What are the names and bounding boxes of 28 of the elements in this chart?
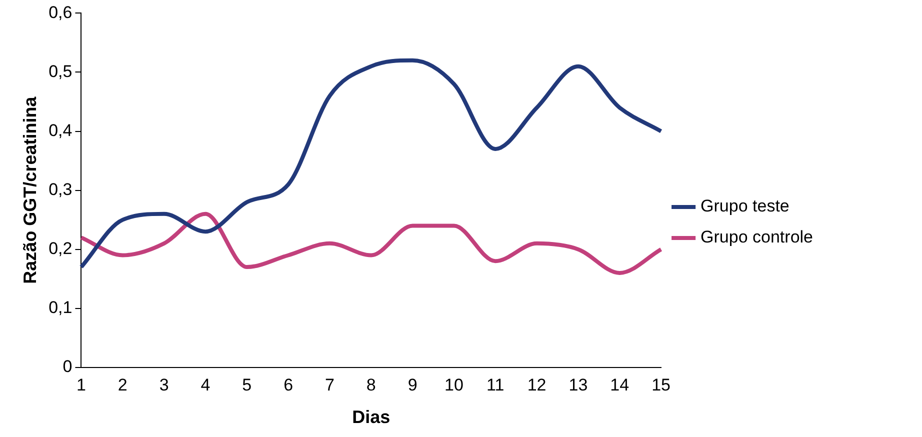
legend-label: Grupo controle	[700, 228, 813, 247]
x-tick-label: 3	[159, 376, 169, 395]
y-tick-label: 0	[62, 357, 72, 376]
x-tick-label: 2	[118, 376, 128, 395]
x-tick-label: 4	[200, 376, 210, 395]
x-tick-label: 1	[76, 376, 86, 395]
x-tick-label: 9	[408, 376, 418, 395]
x-tick-label: 12	[527, 376, 546, 395]
x-tick-label: 5	[242, 376, 252, 395]
x-tick-label: 6	[284, 376, 294, 395]
x-tick-label: 13	[568, 376, 588, 395]
x-tick-label: 10	[444, 376, 464, 395]
y-tick-label: 0,6	[48, 2, 72, 22]
y-tick-label: 0,5	[48, 62, 72, 81]
x-tick-label: 8	[366, 376, 376, 395]
legend-label: Grupo teste	[700, 196, 790, 216]
x-tick-label: 14	[610, 376, 630, 395]
y-tick-label: 0,2	[48, 239, 72, 258]
y-tick-label: 0,1	[48, 298, 72, 318]
x-tick-label: 15	[652, 376, 671, 395]
y-tick-label: 0,4	[48, 120, 72, 140]
x-tick-label: 7	[324, 376, 334, 395]
line-series	[79, 58, 664, 270]
y-tick-label: 0,3	[48, 180, 72, 199]
y-axis-title: Razão GGT/creatinina	[20, 96, 40, 284]
line-series	[79, 212, 664, 275]
x-axis-title: Dias	[352, 407, 390, 428]
x-tick-label: 11	[486, 376, 504, 395]
